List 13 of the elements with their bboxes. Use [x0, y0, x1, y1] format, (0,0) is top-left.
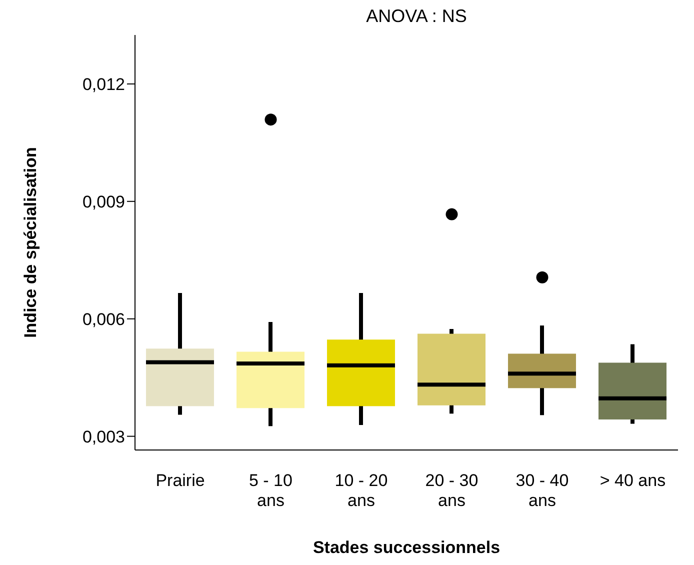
- y-axis-title: Indice de spécialisation: [21, 147, 40, 338]
- x-tick-label: 30 - 40 ans: [516, 471, 569, 510]
- x-tick-label: > 40 ans: [600, 471, 666, 490]
- y-tick-label: 0,003: [82, 427, 125, 446]
- x-tick-label: 20 - 30 ans: [425, 471, 478, 510]
- y-tick-label: 0,006: [82, 310, 125, 329]
- x-tick-label: 10 - 20 ans: [334, 471, 388, 510]
- y-tick-label: 0,012: [82, 74, 125, 94]
- x-tick-label: Prairie: [156, 471, 205, 490]
- y-tick-label: 0,009: [82, 192, 125, 212]
- x-axis-title: Stades successionnels: [312, 538, 500, 557]
- x-tick-label: 5 - 10 ans: [249, 471, 292, 510]
- chart-title: ANOVA : NS: [365, 6, 468, 27]
